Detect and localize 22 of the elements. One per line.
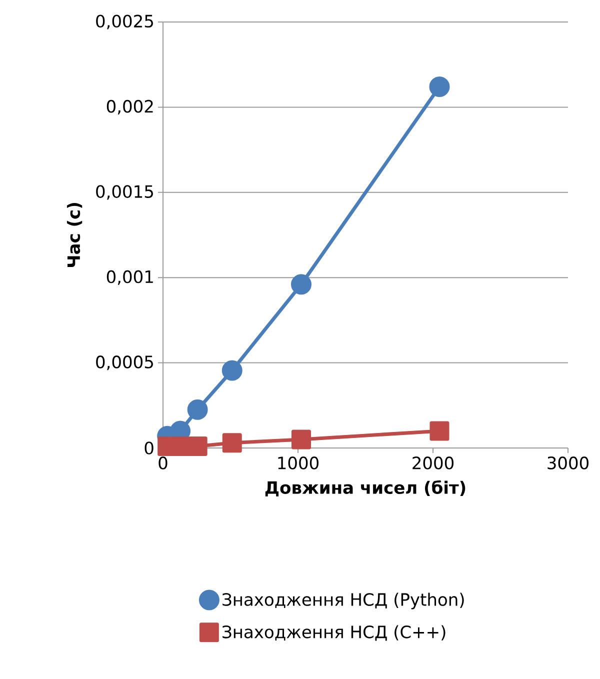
y-tick-label: 0,002: [106, 100, 153, 114]
point: [291, 430, 311, 450]
point: [188, 436, 208, 456]
x-tick-label: 3000: [548, 456, 588, 470]
x-tick-label: 2000: [412, 456, 454, 470]
x-axis-title: Довжина чисел (біт): [265, 480, 466, 496]
legend-label: Знаходження НСД (Python): [222, 592, 464, 610]
point: [222, 360, 242, 381]
x-tick-label: 0: [158, 456, 168, 470]
y-tick-label: 0,001: [106, 270, 153, 285]
point: [429, 76, 450, 97]
x-tick-label: 1000: [278, 456, 318, 470]
y-tick-label: 0,0025: [96, 14, 153, 30]
y-tick-label: 0,0015: [96, 185, 153, 200]
point: [187, 399, 208, 420]
y-tick-label: 0,0005: [96, 355, 153, 370]
y-tick-label: 0: [144, 442, 154, 454]
y-axis-title: Час (с): [66, 203, 82, 268]
point: [430, 421, 450, 441]
point: [222, 433, 242, 453]
legend-label: Знаходження НСД (C++): [222, 625, 446, 641]
point: [290, 274, 312, 295]
